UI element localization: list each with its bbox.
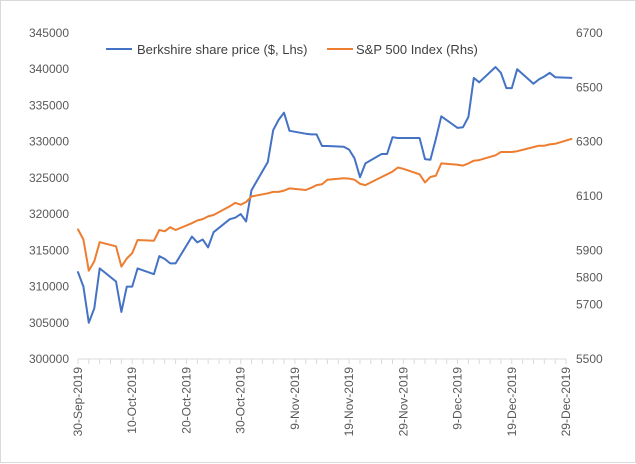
x-axis-tick-label: 9-Nov-2019 (288, 367, 302, 430)
x-axis-tick-label: 29-Nov-2019 (396, 367, 410, 437)
legend-label: S&P 500 Index (Rhs) (356, 42, 478, 57)
x-axis-tick-label: 10-Oct-2019 (125, 367, 139, 434)
right-axis-tick-label: 5900 (576, 243, 603, 257)
x-axis-tick-label: 29-Dec-2019 (559, 367, 573, 437)
series-lines (77, 66, 573, 324)
right-axis-tick-labels: 5500 5700 5800 5900 6100 6300 6500 6700 (576, 26, 603, 366)
x-axis-tick-label: 19-Nov-2019 (342, 367, 356, 437)
left-axis-tick-label: 300000 (29, 352, 69, 366)
left-axis-tick-label: 345000 (29, 26, 69, 40)
left-axis-tick-label: 310000 (29, 280, 69, 294)
left-axis-tick-label: 335000 (29, 98, 69, 112)
right-axis-tick-label: 5800 (576, 271, 603, 285)
x-axis-tick-label: 20-Oct-2019 (179, 367, 193, 434)
right-axis-tick-label: 6500 (576, 80, 603, 94)
right-axis-tick-label: 6300 (576, 135, 603, 149)
legend-label: Berkshire share price ($, Lhs) (137, 42, 308, 57)
left-axis-tick-label: 305000 (29, 316, 69, 330)
left-axis-tick-labels: 300000 305000 310000 315000 320000 325000 3300… (29, 26, 69, 366)
left-axis-tick-label: 325000 (29, 171, 69, 185)
left-axis-tick-label: 340000 (29, 62, 69, 76)
x-axis: 30-Sep-2019 10-Oct-2019 20-Oct-2019 30-Oct-… (71, 358, 573, 437)
x-axis-tick-label: 9-Dec-2019 (451, 367, 465, 430)
x-axis-tick-label: 19-Dec-2019 (505, 367, 519, 437)
x-axis-tick-label: 30-Oct-2019 (234, 367, 248, 434)
right-axis-tick-label: 5500 (576, 352, 603, 366)
right-axis-tick-label: 6100 (576, 189, 603, 203)
series-line-0 (77, 66, 573, 324)
left-axis-tick-label: 315000 (29, 243, 69, 257)
right-axis-tick-label: 5700 (576, 298, 603, 312)
left-axis-tick-label: 320000 (29, 207, 69, 221)
chart-legend: Berkshire share price ($, Lhs) S&P 500 In… (106, 42, 478, 57)
right-axis-tick-label: 6700 (576, 26, 603, 40)
series-line-1 (77, 137, 573, 272)
x-axis-tick-label: 30-Sep-2019 (71, 367, 85, 437)
left-axis-tick-label: 330000 (29, 135, 69, 149)
